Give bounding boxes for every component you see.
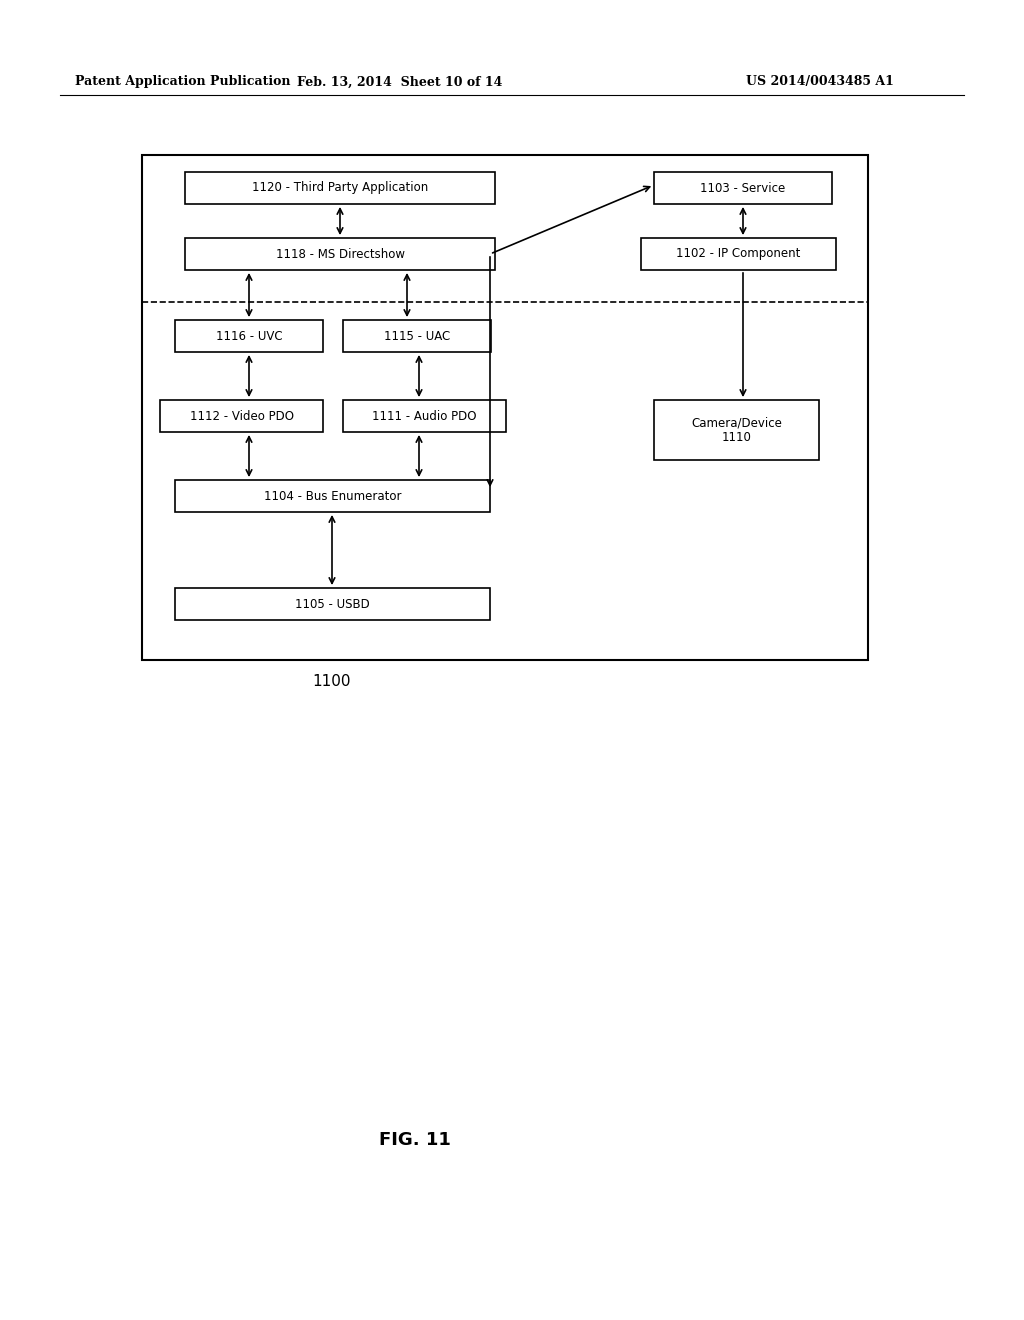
Text: 1112 - Video PDO: 1112 - Video PDO bbox=[189, 409, 294, 422]
Bar bbox=[185, 172, 495, 205]
Text: 1116 - UVC: 1116 - UVC bbox=[216, 330, 283, 342]
Bar bbox=[641, 238, 836, 271]
Text: 1111 - Audio PDO: 1111 - Audio PDO bbox=[373, 409, 477, 422]
Text: 1118 - MS Directshow: 1118 - MS Directshow bbox=[275, 248, 404, 260]
Bar bbox=[175, 319, 323, 352]
Text: US 2014/0043485 A1: US 2014/0043485 A1 bbox=[746, 75, 894, 88]
Text: 1120 - Third Party Application: 1120 - Third Party Application bbox=[252, 181, 428, 194]
Bar bbox=[185, 238, 495, 271]
Text: Feb. 13, 2014  Sheet 10 of 14: Feb. 13, 2014 Sheet 10 of 14 bbox=[297, 75, 503, 88]
Text: 1104 - Bus Enumerator: 1104 - Bus Enumerator bbox=[264, 490, 401, 503]
Bar bbox=[654, 172, 831, 205]
Text: 1105 - USBD: 1105 - USBD bbox=[295, 598, 370, 610]
Text: Camera/Device
1110: Camera/Device 1110 bbox=[691, 416, 782, 444]
Bar bbox=[175, 480, 490, 512]
Text: Patent Application Publication: Patent Application Publication bbox=[75, 75, 291, 88]
Text: 1103 - Service: 1103 - Service bbox=[700, 181, 785, 194]
Text: FIG. 11: FIG. 11 bbox=[379, 1131, 451, 1148]
Bar bbox=[654, 400, 819, 459]
Bar bbox=[142, 154, 868, 660]
Text: 1115 - UAC: 1115 - UAC bbox=[384, 330, 451, 342]
Bar bbox=[343, 319, 490, 352]
Text: 1102 - IP Component: 1102 - IP Component bbox=[676, 248, 801, 260]
Text: 1100: 1100 bbox=[312, 675, 351, 689]
Bar bbox=[343, 400, 506, 432]
Bar bbox=[160, 400, 323, 432]
Bar bbox=[175, 587, 490, 620]
